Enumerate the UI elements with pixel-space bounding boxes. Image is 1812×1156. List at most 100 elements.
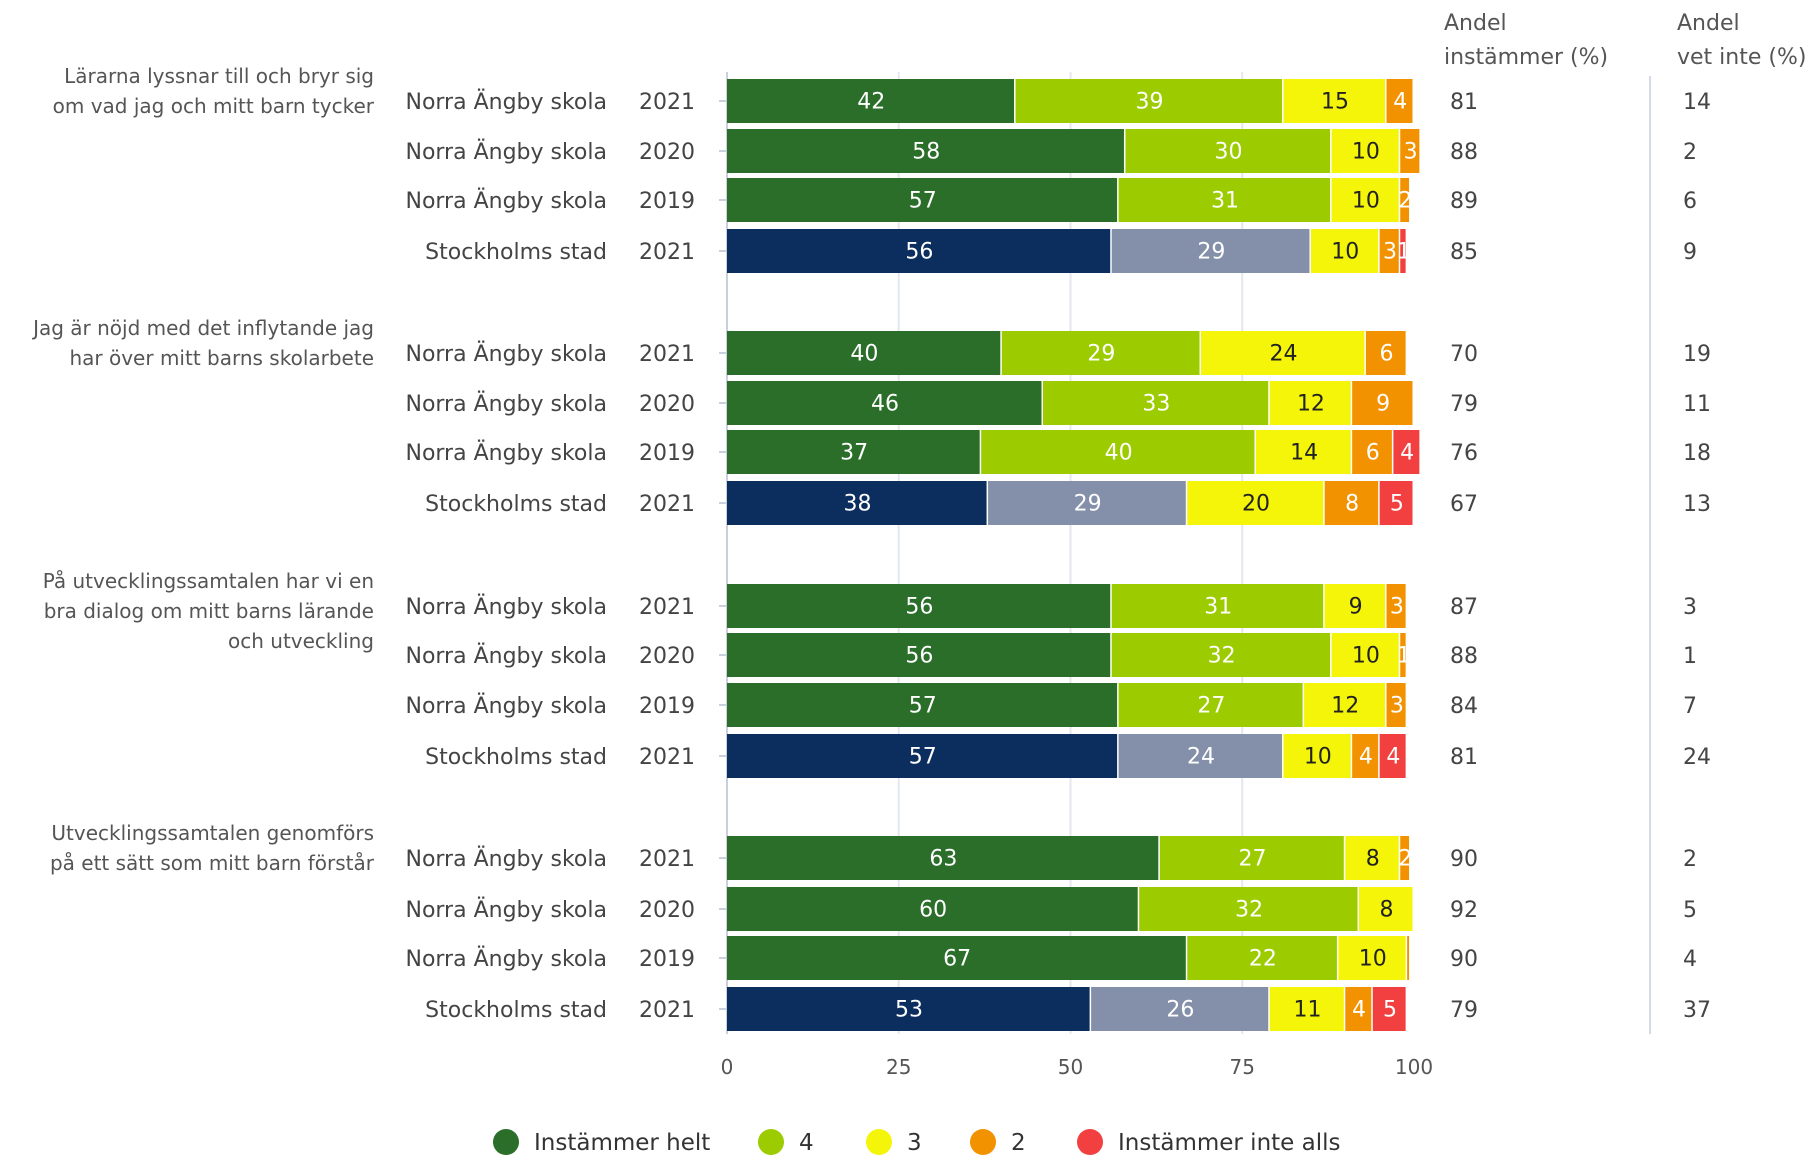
legend-label: 3 [907,1130,922,1156]
data-label: 56 [905,240,933,265]
question-label: Utvecklingssamtalen genomförs [51,821,374,845]
data-label: 10 [1331,240,1359,265]
data-label: 30 [1215,140,1243,165]
data-label: 58 [912,140,940,165]
row-year-label: 2020 [639,644,695,669]
data-label: 4 [1386,745,1400,770]
dontknow-value: 2 [1683,140,1697,165]
agree-value: 90 [1450,847,1478,872]
data-label: 10 [1352,644,1380,669]
agree-value: 88 [1450,140,1478,165]
question-label: På utvecklingssamtalen har vi en [43,569,374,593]
bar-segment [1400,633,1406,677]
bar-segment [1091,987,1269,1031]
row-name-label: Norra Ängby skola [405,188,607,214]
data-label: 31 [1211,189,1239,214]
bar-segment [727,987,1090,1031]
data-label: 24 [1187,745,1215,770]
agree-value: 70 [1450,342,1478,367]
data-label: 29 [1197,240,1225,265]
row-year-label: 2021 [639,240,695,265]
row-year-label: 2019 [639,694,695,719]
data-label: 60 [919,898,947,923]
row-year-label: 2019 [639,441,695,466]
bar-segment [1001,331,1200,375]
data-label: 12 [1297,392,1325,417]
bar-segment [1331,178,1399,222]
question-label: Jag är nöjd med det inflytande jag [31,316,374,340]
agree-value: 79 [1450,998,1478,1023]
row-name-label: Norra Ängby skola [405,846,607,872]
row-year-label: 2020 [639,898,695,923]
bar-segment [727,229,1111,273]
stats-columns: 81 14 88 2 89 6 85 9 70 19 79 11 76 18 67 13 87 3 88 1 84 7 81… [1444,11,1806,1034]
dontknow-header: Andel [1677,11,1740,36]
row-year-label: 2021 [639,595,695,620]
dontknow-value: 5 [1683,898,1697,923]
data-label: 15 [1321,90,1349,115]
bar-segment [1283,79,1386,123]
bar-segment [1359,887,1413,931]
dontknow-value: 18 [1683,441,1711,466]
bar-segment [727,381,1042,425]
data-label: 57 [909,189,937,214]
data-label: 2 [1398,189,1412,214]
data-label: 9 [1349,595,1363,620]
bar-segment [1345,987,1372,1031]
x-tick-label: 75 [1230,1055,1255,1079]
data-label: 26 [1166,998,1194,1023]
question-label: bra dialog om mitt barns lärande [44,599,374,623]
bar-segment [1187,481,1324,525]
bar-segment [727,481,987,525]
bar-segment [1400,229,1406,273]
agree-value: 67 [1450,492,1478,517]
row-year-label: 2019 [639,189,695,214]
data-label: 2 [1398,847,1412,872]
dontknow-header: vet inte (%) [1677,45,1806,70]
bar-segment [727,331,1001,375]
bar-segment [1393,430,1420,474]
row-name-label: Norra Ängby skola [405,89,607,115]
data-label: 10 [1359,947,1387,972]
data-label: 9 [1376,392,1390,417]
bar-segment [727,936,1186,980]
legend-marker [866,1129,892,1155]
row-name-label: Norra Ängby skola [405,897,607,923]
agree-value: 88 [1450,644,1478,669]
row-name-label: Stockholms stad [425,998,607,1023]
dontknow-value: 24 [1683,745,1711,770]
data-label: 29 [1087,342,1115,367]
bar-segment [1331,633,1399,677]
data-label: 3 [1390,694,1404,719]
question-label: Lärarna lyssnar till och bryr sig [64,64,374,88]
bar-segment [1255,430,1351,474]
dontknow-value: 2 [1683,847,1697,872]
bar-segment [1324,584,1386,628]
bar-segment [1269,987,1344,1031]
bar-segment [1111,633,1331,677]
dontknow-value: 3 [1683,595,1697,620]
data-label: 8 [1380,898,1394,923]
data-label: 56 [905,644,933,669]
data-label: 3 [1390,595,1404,620]
agree-header: instämmer (%) [1444,45,1608,70]
bar-segment [1015,79,1282,123]
data-label: 22 [1249,947,1277,972]
row-year-label: 2021 [639,998,695,1023]
data-label: 57 [909,745,937,770]
data-label: 8 [1366,847,1380,872]
bar-segment [1187,936,1337,980]
data-label: 8 [1345,492,1359,517]
bar-segment [1400,129,1420,173]
row-year-label: 2021 [639,90,695,115]
data-label: 20 [1242,492,1270,517]
bar-segment [1386,79,1413,123]
agree-header: Andel [1444,11,1507,36]
x-tick-label: 25 [886,1055,911,1079]
agree-value: 79 [1450,392,1478,417]
row-name-label: Stockholms stad [425,240,607,265]
bar-segment [1379,481,1413,525]
legend-label: Instämmer helt [534,1130,710,1156]
row-name-label: Norra Ängby skola [405,139,607,165]
